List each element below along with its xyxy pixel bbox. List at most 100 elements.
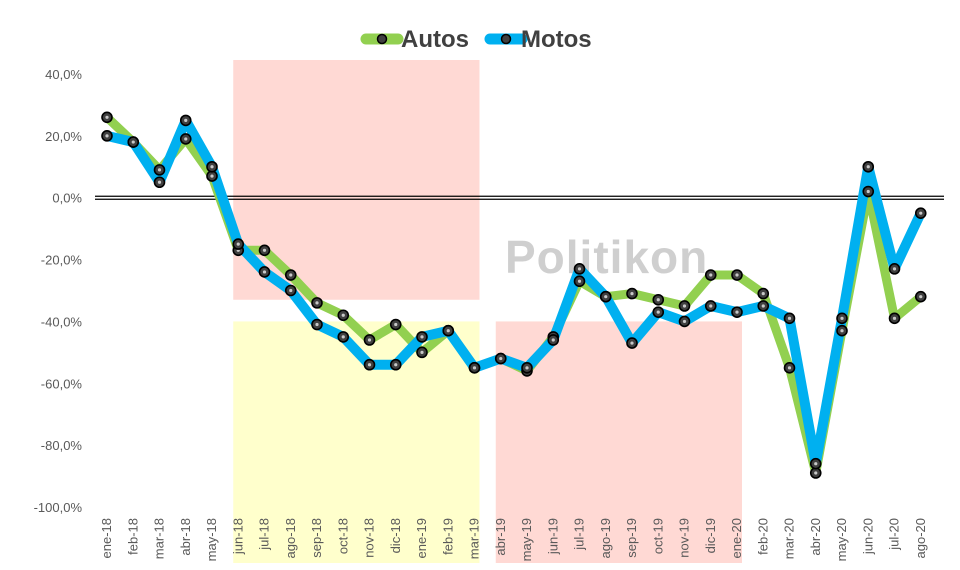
y-tick-label: -20,0% [41, 253, 83, 268]
data-point-motos[interactable] [389, 358, 402, 371]
x-tick-label: nov-19 [677, 518, 692, 558]
data-point-autos[interactable] [363, 334, 376, 346]
series-layer [101, 111, 927, 479]
x-tick-label: mar-18 [152, 518, 167, 559]
data-point-motos[interactable] [862, 160, 875, 173]
x-tick-label: oct-19 [650, 518, 665, 554]
data-point-motos[interactable] [809, 457, 822, 470]
x-tick-label: may-18 [204, 518, 219, 561]
x-axis: ene-18 feb-18 mar-18 abr-18 may-18 jun-18 jul-… [99, 518, 928, 561]
data-point-motos[interactable] [521, 362, 533, 374]
x-tick-label: jun-19 [545, 518, 560, 555]
data-point-motos[interactable] [284, 284, 297, 297]
x-tick-label: abr-20 [808, 518, 823, 556]
data-point-motos[interactable] [836, 312, 848, 325]
x-tick-label: sep-19 [624, 518, 639, 558]
x-tick-label: may-19 [519, 518, 534, 561]
data-point-motos[interactable] [258, 266, 271, 278]
data-point-motos[interactable] [468, 362, 481, 374]
data-point-motos[interactable] [416, 331, 428, 343]
data-point-autos[interactable] [311, 297, 323, 309]
x-tick-label: feb-18 [125, 518, 140, 555]
data-point-motos[interactable] [573, 263, 586, 275]
data-point-motos[interactable] [783, 312, 796, 325]
x-tick-label: ene-20 [729, 518, 744, 558]
x-tick-label: oct-18 [335, 518, 350, 554]
data-point-motos[interactable] [101, 130, 113, 142]
data-point-motos[interactable] [442, 324, 455, 337]
shaded-region-1 [233, 60, 480, 300]
y-tick-label: -80,0% [41, 438, 83, 453]
data-point-motos[interactable] [704, 300, 717, 312]
x-tick-label: ago-18 [283, 518, 298, 558]
data-point-autos[interactable] [337, 309, 350, 322]
watermark: Politikon [505, 231, 708, 283]
data-point-autos[interactable] [704, 269, 717, 281]
data-point-motos[interactable] [914, 207, 927, 219]
y-tick-label: 0,0% [52, 191, 82, 206]
data-point-autos[interactable] [731, 269, 743, 281]
x-tick-label: mar-20 [782, 518, 797, 559]
x-tick-label: jul-19 [572, 518, 587, 551]
x-tick-label: ago-20 [913, 518, 928, 558]
x-tick-label: jul-20 [887, 518, 902, 551]
y-tick-label: 40,0% [45, 67, 82, 82]
data-point-motos[interactable] [626, 337, 638, 349]
x-tick-label: may-20 [834, 518, 849, 561]
data-point-autos[interactable] [101, 111, 113, 124]
data-point-motos[interactable] [757, 300, 770, 312]
x-tick-label: ene-19 [414, 518, 429, 558]
legend-item-motos[interactable]: Motos [484, 26, 592, 53]
y-tick-label: 20,0% [45, 129, 82, 144]
x-tick-label: feb-20 [755, 518, 770, 555]
data-point-motos[interactable] [127, 136, 140, 148]
x-tick-label: dic-19 [703, 518, 718, 553]
data-point-autos[interactable] [179, 133, 192, 145]
x-tick-label: dic-18 [388, 518, 403, 553]
data-point-motos[interactable] [206, 160, 218, 173]
data-point-motos[interactable] [599, 290, 612, 303]
data-point-motos[interactable] [547, 334, 560, 346]
data-point-autos[interactable] [836, 324, 848, 337]
x-tick-label: ene-18 [99, 518, 114, 558]
y-tick-label: -60,0% [41, 376, 83, 391]
zero-line [95, 195, 944, 200]
x-tick-label: nov-18 [362, 518, 377, 558]
data-point-autos[interactable] [389, 318, 402, 331]
legend-marker-motos [500, 33, 512, 45]
data-point-autos[interactable] [626, 287, 638, 300]
data-point-motos[interactable] [888, 263, 901, 275]
data-point-autos[interactable] [153, 164, 166, 176]
data-point-autos[interactable] [284, 269, 297, 281]
data-point-autos[interactable] [258, 244, 271, 257]
data-point-autos[interactable] [862, 185, 875, 198]
x-tick-label: ago-19 [598, 518, 613, 558]
x-tick-label: jun-18 [230, 518, 245, 555]
data-point-autos[interactable] [914, 290, 927, 303]
legend-item-autos[interactable]: Autos [360, 26, 469, 53]
x-tick-label: jun-20 [860, 518, 875, 555]
data-point-motos[interactable] [179, 114, 192, 127]
data-point-motos[interactable] [232, 238, 245, 250]
data-point-autos[interactable] [888, 312, 901, 325]
data-point-motos[interactable] [337, 331, 350, 343]
data-point-motos[interactable] [494, 352, 507, 365]
x-tick-label: mar-19 [467, 518, 482, 559]
data-point-autos[interactable] [416, 346, 428, 359]
data-point-motos[interactable] [731, 306, 743, 318]
data-point-motos[interactable] [153, 176, 166, 189]
legend-label-motos: Motos [521, 26, 592, 53]
data-point-autos[interactable] [652, 293, 665, 306]
data-point-autos[interactable] [573, 275, 586, 288]
legend: Autos Motos [360, 26, 592, 53]
data-point-motos[interactable] [652, 306, 665, 318]
shaded-region-2 [233, 321, 480, 563]
data-point-autos[interactable] [757, 287, 770, 300]
y-tick-label: -40,0% [41, 314, 83, 329]
data-point-autos[interactable] [678, 300, 691, 312]
y-tick-label: -100,0% [34, 500, 83, 515]
data-point-motos[interactable] [311, 318, 323, 331]
data-point-autos[interactable] [783, 362, 796, 374]
data-point-motos[interactable] [678, 315, 691, 328]
data-point-motos[interactable] [363, 358, 376, 371]
